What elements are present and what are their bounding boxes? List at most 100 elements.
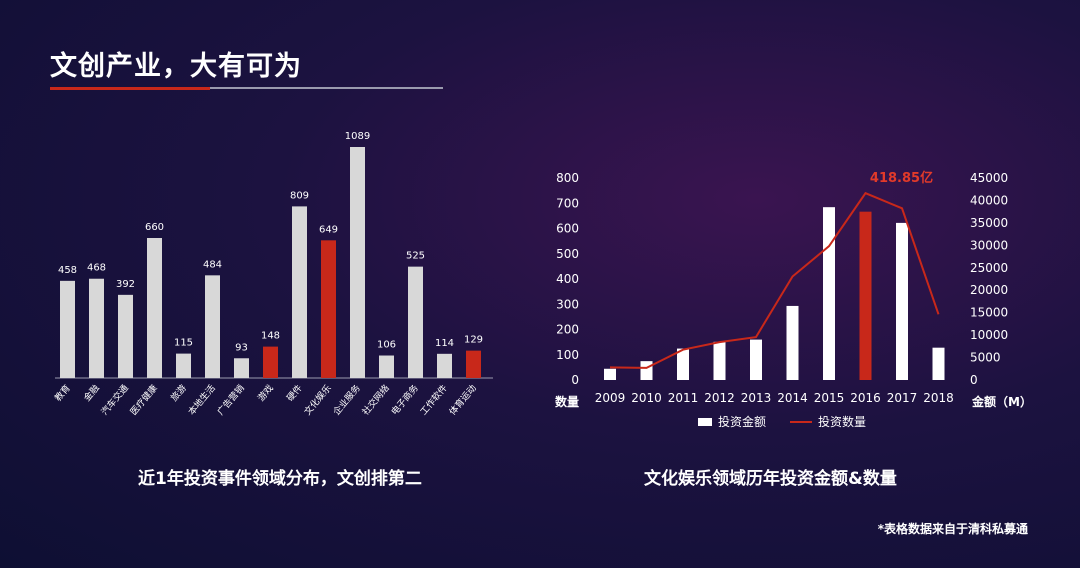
x-tick-2014: 2014	[777, 391, 808, 405]
amount-bar-2018	[932, 347, 945, 380]
amount-bar-2017	[896, 222, 908, 380]
bar-0	[60, 280, 75, 378]
x-tick-label-3: 医疗健康	[127, 382, 159, 417]
bar-6	[234, 358, 249, 378]
x-tick-label-4: 旅游	[168, 382, 189, 404]
bar-14	[466, 350, 481, 378]
x-tick-label-8: 硬件	[284, 382, 305, 404]
bar-value-label-12: 525	[406, 251, 425, 262]
x-tick-label-0: 教育	[52, 382, 73, 404]
bar-value-label-4: 115	[174, 338, 193, 349]
bar-7	[263, 346, 278, 378]
bar-value-label-7: 148	[261, 331, 280, 342]
x-tick-label-10: 企业服务	[330, 382, 362, 417]
amount-bar-2011	[677, 348, 689, 380]
amount-bar-2009	[604, 368, 616, 380]
source-note: *表格数据来自于清科私募通	[877, 522, 1028, 536]
amount-bar-2014	[786, 305, 799, 380]
right-y-tick-7: 35000	[970, 216, 1008, 230]
peak-annotation: 418.85亿	[870, 170, 933, 186]
amount-bar-2016	[859, 211, 872, 380]
bar-value-label-1: 468	[87, 263, 106, 274]
left-y-tick-5: 500	[556, 247, 579, 261]
x-tick-2017: 2017	[887, 391, 918, 405]
bar-5	[205, 275, 220, 378]
bar-value-label-9: 649	[319, 224, 338, 235]
left-y-tick-6: 600	[556, 222, 579, 236]
bar-value-label-11: 106	[377, 340, 396, 351]
x-tick-label-6: 广告营销	[214, 382, 246, 417]
x-tick-label-2: 汽车交通	[98, 382, 130, 417]
right-y-tick-1: 5000	[970, 351, 1001, 365]
bar-value-label-10: 1089	[345, 131, 370, 142]
x-tick-2012: 2012	[704, 391, 735, 405]
x-tick-2013: 2013	[741, 391, 772, 405]
x-tick-2016: 2016	[850, 391, 881, 405]
bar-value-label-0: 458	[58, 265, 77, 276]
left-chart-caption: 近1年投资事件领域分布，文创排第二	[138, 469, 422, 489]
right-y-tick-3: 15000	[970, 306, 1008, 320]
title-underline-accent	[50, 87, 210, 90]
left-y-tick-4: 400	[556, 272, 579, 286]
right-y-tick-5: 25000	[970, 261, 1008, 275]
bar-value-label-5: 484	[203, 259, 222, 270]
amount-bar-2012	[713, 341, 726, 380]
left-axis-label: 数量	[555, 394, 579, 409]
right-y-tick-9: 45000	[970, 171, 1008, 185]
bar-value-label-14: 129	[464, 335, 483, 346]
right-y-tick-0: 0	[970, 373, 978, 387]
title-underline	[50, 87, 443, 90]
bar-2	[118, 294, 133, 378]
x-tick-label-12: 电子商务	[388, 382, 420, 417]
left-y-tick-8: 800	[556, 171, 579, 185]
bar-value-label-8: 809	[290, 190, 309, 201]
x-tick-2011: 2011	[668, 391, 699, 405]
amount-bar-2010	[640, 361, 653, 380]
x-tick-label-9: 文化娱乐	[301, 382, 333, 417]
x-tick-label-7: 游戏	[255, 382, 276, 404]
bar-value-label-3: 660	[145, 222, 164, 233]
legend-bar-label: 投资金额	[718, 414, 766, 429]
bar-11	[379, 355, 394, 378]
x-tick-2010: 2010	[631, 391, 662, 405]
x-tick-2018: 2018	[923, 391, 954, 405]
bar-value-label-6: 93	[235, 342, 248, 353]
x-tick-label-11: 社交网络	[359, 382, 391, 417]
right-axis-label: 金额（M）	[971, 394, 1032, 409]
left-y-tick-0: 0	[571, 373, 579, 387]
right-y-tick-6: 30000	[970, 238, 1008, 252]
legend-bar-swatch	[698, 418, 712, 426]
x-tick-label-13: 工作软件	[417, 382, 449, 417]
right-chart-caption: 文化娱乐领域历年投资金额&数量	[644, 469, 897, 489]
amount-bar-2015	[823, 207, 835, 380]
x-tick-2009: 2009	[595, 391, 626, 405]
bar-10	[350, 147, 365, 378]
left-y-tick-7: 700	[556, 196, 579, 210]
x-tick-label-14: 体育运动	[446, 382, 478, 417]
bar-value-label-13: 114	[435, 338, 454, 349]
x-tick-label-5: 本地生活	[185, 382, 217, 417]
x-tick-label-1: 金融	[81, 382, 102, 404]
bar-13	[437, 353, 452, 378]
left-y-tick-1: 100	[556, 348, 579, 362]
bar-4	[176, 353, 191, 378]
yearly-investment-chart: 0 100 200 300 400 500 600 700 800 0 5000 10000 15000…	[555, 170, 1032, 429]
bar-1	[89, 278, 104, 378]
amount-bar-2013	[750, 339, 762, 380]
count-line	[609, 191, 940, 369]
legend-line-label: 投资数量	[818, 414, 866, 429]
left-y-tick-3: 300	[556, 297, 579, 311]
domain-distribution-chart: 458 教育 468 金融 392 汽车交通 660 医疗健康 115 旅游 484 本地生活 93 广告…	[52, 131, 493, 418]
bar-9	[321, 240, 336, 378]
bar-8	[292, 206, 307, 378]
bar-12	[408, 266, 423, 378]
right-y-tick-4: 20000	[970, 283, 1008, 297]
right-y-tick-8: 40000	[970, 193, 1008, 207]
right-y-tick-2: 10000	[970, 328, 1008, 342]
bar-value-label-2: 392	[116, 279, 135, 290]
x-tick-2015: 2015	[814, 391, 845, 405]
bar-3	[147, 238, 162, 378]
page-title: 文创产业，大有可为	[50, 51, 302, 82]
left-y-tick-2: 200	[556, 323, 579, 337]
